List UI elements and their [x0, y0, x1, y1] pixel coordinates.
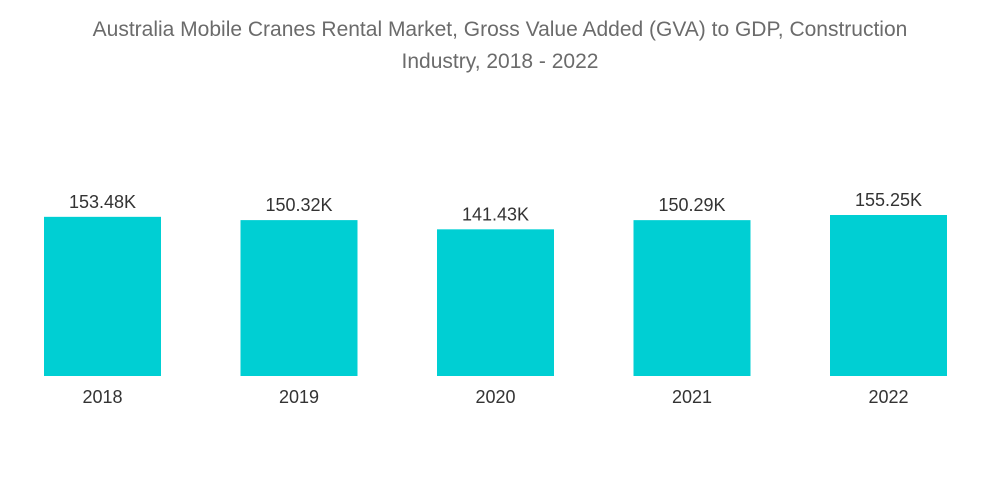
x-tick-label-2019: 2019	[279, 387, 319, 407]
data-label-2018: 153.48K	[69, 192, 136, 212]
data-label-2022: 155.25K	[855, 190, 922, 210]
data-label-2019: 150.32K	[265, 195, 332, 215]
data-label-2020: 141.43K	[462, 204, 529, 224]
x-tick-label-2020: 2020	[475, 387, 515, 407]
bar-2021	[633, 220, 751, 376]
bar-2022	[830, 215, 947, 376]
data-label-2021: 150.29K	[658, 195, 725, 215]
chart-title-line-2: Industry, 2018 - 2022	[401, 50, 599, 73]
x-tick-label-2022: 2022	[868, 387, 908, 407]
chart-title-line-1: Australia Mobile Cranes Rental Market, G…	[92, 18, 908, 41]
bar-2020	[437, 229, 554, 376]
bar-2019	[240, 220, 358, 376]
chart-title: Australia Mobile Cranes Rental Market, G…	[0, 14, 1000, 78]
x-tick-label-2018: 2018	[82, 387, 122, 407]
x-tick-label-2021: 2021	[672, 387, 712, 407]
bar-2018	[44, 216, 161, 376]
